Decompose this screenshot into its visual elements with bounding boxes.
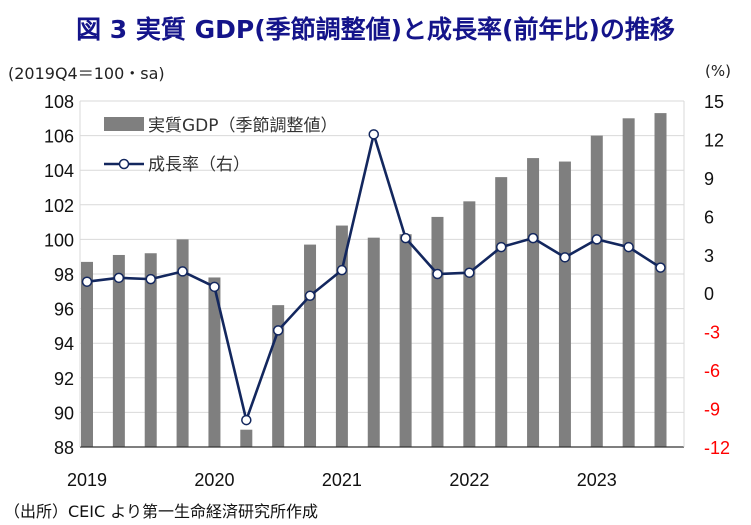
growth-point bbox=[400, 232, 411, 244]
growth-point bbox=[304, 290, 316, 302]
x-tick-label: 2020 bbox=[194, 470, 234, 490]
right-tick-label: 0 bbox=[704, 284, 714, 304]
right-axis-unit: (%) bbox=[705, 62, 731, 80]
gdp-bar bbox=[399, 234, 412, 447]
growth-point bbox=[623, 241, 634, 253]
gdp-bar bbox=[81, 261, 93, 447]
right-tick-label: 3 bbox=[704, 246, 714, 266]
gdp-bar bbox=[176, 239, 189, 447]
chart-title: 図 3 実質 GDP(季節調整値)と成長率(前年比)の推移 bbox=[76, 15, 675, 44]
growth-point bbox=[241, 414, 252, 426]
source-note: （出所）CEIC より第一生命経済研究所作成 bbox=[4, 502, 318, 521]
right-tick-label: 6 bbox=[704, 207, 714, 227]
left-tick-label: 96 bbox=[54, 300, 74, 320]
growth-point bbox=[559, 252, 571, 263]
legend-label-gdp: 実質GDP（季節調整値） bbox=[148, 116, 338, 136]
growth-point bbox=[177, 266, 188, 277]
growth-point bbox=[655, 262, 666, 273]
left-tick-label: 92 bbox=[54, 369, 74, 389]
growth-point bbox=[495, 241, 507, 253]
gdp-bar bbox=[431, 216, 444, 447]
right-tick-label: -9 bbox=[704, 400, 720, 420]
growth-point bbox=[368, 129, 380, 140]
x-tick-label: 2019 bbox=[67, 470, 107, 490]
gdp-bar bbox=[304, 244, 317, 447]
growth-point bbox=[113, 272, 125, 284]
gdp-bar bbox=[335, 225, 348, 447]
legend-bar-swatch bbox=[104, 117, 144, 131]
left-tick-label: 108 bbox=[44, 92, 74, 112]
left-tick-label: 94 bbox=[54, 334, 74, 354]
growth-point bbox=[145, 273, 156, 285]
left-axis-unit: (2019Q4＝100・sa) bbox=[8, 64, 165, 83]
right-tick-label: -6 bbox=[704, 361, 720, 381]
growth-point bbox=[81, 276, 93, 287]
gdp-bar bbox=[622, 118, 635, 448]
left-tick-label: 102 bbox=[44, 196, 74, 216]
right-tick-label: -3 bbox=[704, 323, 720, 343]
left-tick-label: 98 bbox=[54, 265, 74, 285]
gdp-bar bbox=[495, 177, 508, 447]
growth-point bbox=[527, 232, 539, 244]
right-tick-label: 15 bbox=[704, 92, 724, 112]
right-tick-label: -12 bbox=[704, 438, 730, 458]
growth-point bbox=[272, 325, 284, 336]
growth-point bbox=[336, 264, 348, 276]
right-tick-label: 9 bbox=[704, 169, 714, 189]
left-tick-label: 88 bbox=[54, 438, 74, 458]
gdp-bar bbox=[527, 158, 540, 447]
right-tick-label: 12 bbox=[704, 130, 724, 150]
gdp-bar bbox=[208, 277, 221, 447]
left-tick-label: 106 bbox=[44, 127, 74, 147]
left-tick-label: 90 bbox=[54, 403, 74, 423]
x-tick-label: 2021 bbox=[322, 470, 362, 490]
gdp-bar bbox=[558, 161, 571, 448]
x-tick-label: 2022 bbox=[449, 470, 489, 490]
gdp-bar bbox=[112, 254, 125, 447]
legend-line-marker bbox=[118, 158, 130, 170]
gdp-bar bbox=[463, 201, 476, 447]
gdp-bar bbox=[367, 237, 380, 447]
growth-point bbox=[464, 267, 475, 278]
gdp-bar bbox=[590, 135, 603, 447]
left-tick-label: 104 bbox=[44, 161, 74, 181]
left-tick-label: 100 bbox=[44, 230, 74, 250]
gdp-bar bbox=[654, 113, 667, 448]
legend-label-growth: 成長率（右） bbox=[148, 155, 250, 175]
gdp-bar bbox=[144, 253, 157, 447]
gdp-bar bbox=[240, 429, 253, 447]
growth-point bbox=[209, 281, 220, 293]
growth-point bbox=[591, 234, 603, 245]
x-tick-label: 2023 bbox=[577, 470, 617, 490]
growth-point bbox=[432, 268, 443, 280]
